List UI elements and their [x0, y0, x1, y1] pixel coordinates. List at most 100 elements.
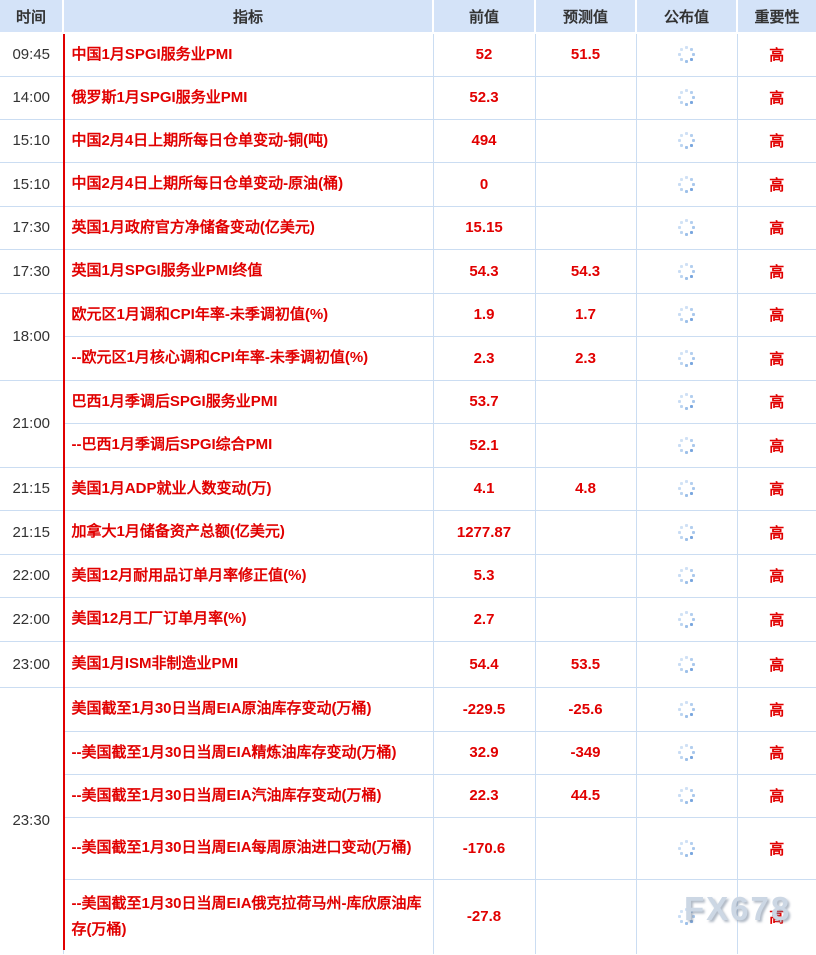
indicator-cell: --美国截至1月30日当周EIA精炼油库存变动(万桶): [63, 730, 434, 774]
table-row: 21:15 美国1月ADP就业人数变动(万) 4.1 4.8 高: [0, 466, 816, 510]
time-cell: 22:00: [0, 553, 64, 597]
published-value-cell: [636, 161, 738, 206]
importance-cell: 高: [737, 161, 816, 206]
importance-cell: 高: [737, 640, 816, 687]
previous-value-cell: 54.3: [433, 248, 536, 293]
forecast-value-cell: [535, 205, 637, 249]
loading-spinner-icon: [677, 566, 696, 585]
indicator-cell: --美国截至1月30日当周EIA俄克拉荷马州-库欣原油库存(万桶): [63, 878, 434, 954]
loading-spinner-icon: [677, 392, 696, 411]
importance-cell: 高: [737, 422, 816, 467]
time-cell: 23:30: [0, 686, 64, 954]
time-cell: 17:30: [0, 205, 64, 249]
importance-cell: 高: [737, 379, 816, 423]
table-row: --美国截至1月30日当周EIA每周原油进口变动(万桶) -170.6 高: [0, 816, 816, 879]
importance-cell: 高: [737, 75, 816, 119]
importance-cell: 高: [737, 509, 816, 554]
published-value-cell: [636, 248, 738, 293]
published-value-cell: [636, 773, 738, 817]
table-row: 22:00 美国12月工厂订单月率(%) 2.7 高: [0, 596, 816, 641]
loading-spinner-icon: [677, 262, 696, 281]
importance-cell: 高: [737, 32, 816, 76]
loading-spinner-icon: [677, 786, 696, 805]
loading-spinner-icon: [677, 523, 696, 542]
indicator-cell: --美国截至1月30日当周EIA每周原油进口变动(万桶): [63, 816, 434, 879]
published-value-cell: [636, 640, 738, 687]
previous-value-cell: 22.3: [433, 773, 536, 817]
previous-value-cell: 53.7: [433, 379, 536, 423]
loading-spinner-icon: [677, 45, 696, 64]
header-indicator: 指标: [63, 0, 434, 34]
loading-spinner-icon: [677, 610, 696, 629]
forecast-value-cell: [535, 816, 637, 879]
published-value-cell: [636, 205, 738, 249]
loading-spinner-icon: [677, 907, 696, 926]
indicator-cell: 美国12月耐用品订单月率修正值(%): [63, 553, 434, 597]
table-row: --巴西1月季调后SPGI综合PMI 52.1 高: [0, 422, 816, 467]
indicator-cell: 加拿大1月储备资产总额(亿美元): [63, 509, 434, 554]
table-row: --美国截至1月30日当周EIA汽油库存变动(万桶) 22.3 44.5 高: [0, 773, 816, 817]
table-row: 21:00 巴西1月季调后SPGI服务业PMI 53.7 高: [0, 379, 816, 467]
forecast-value-cell: 54.3: [535, 248, 637, 293]
loading-spinner-icon: [677, 700, 696, 719]
previous-value-cell: 494: [433, 118, 536, 162]
table-row: 15:10 中国2月4日上期所每日仓单变动-原油(桶) 0 高: [0, 161, 816, 206]
importance-cell: 高: [737, 773, 816, 817]
table-row: 14:00 俄罗斯1月SPGI服务业PMI 52.3 高: [0, 75, 816, 119]
indicator-cell: 中国2月4日上期所每日仓单变动-原油(桶): [63, 161, 434, 206]
table-row: --美国截至1月30日当周EIA精炼油库存变动(万桶) 32.9 -349 高: [0, 730, 816, 774]
importance-cell: 高: [737, 553, 816, 597]
indicator-cell: 中国2月4日上期所每日仓单变动-铜(吨): [63, 118, 434, 162]
previous-value-cell: 0: [433, 161, 536, 206]
time-cell: 21:15: [0, 509, 64, 554]
time-cell: 15:10: [0, 118, 64, 162]
header-previous: 前值: [433, 0, 536, 34]
importance-cell: 高: [737, 816, 816, 879]
loading-spinner-icon: [677, 655, 696, 674]
loading-spinner-icon: [677, 839, 696, 858]
published-value-cell: [636, 118, 738, 162]
forecast-value-cell: 51.5: [535, 32, 637, 76]
header-importance: 重要性: [737, 0, 816, 34]
previous-value-cell: 2.3: [433, 335, 536, 380]
published-value-cell: [636, 730, 738, 774]
time-cell: 14:00: [0, 75, 64, 119]
indicator-cell: 巴西1月季调后SPGI服务业PMI: [63, 379, 434, 423]
indicator-cell: 美国1月ISM非制造业PMI: [63, 640, 434, 687]
importance-cell: 高: [737, 118, 816, 162]
forecast-value-cell: [535, 509, 637, 554]
importance-cell: 高: [737, 686, 816, 731]
published-value-cell: [636, 816, 738, 879]
importance-cell: 高: [737, 596, 816, 641]
previous-value-cell: 52: [433, 32, 536, 76]
table-row: 09:45 中国1月SPGI服务业PMI 52 51.5 高: [0, 32, 816, 76]
loading-spinner-icon: [677, 479, 696, 498]
importance-cell: 高: [737, 730, 816, 774]
time-cell: 22:00: [0, 596, 64, 641]
forecast-value-cell: 44.5: [535, 773, 637, 817]
indicator-cell: --巴西1月季调后SPGI综合PMI: [63, 422, 434, 467]
table-row: 23:30 美国截至1月30日当周EIA原油库存变动(万桶) -229.5 -2…: [0, 686, 816, 954]
published-value-cell: [636, 878, 738, 954]
published-value-cell: [636, 292, 738, 336]
previous-value-cell: 52.3: [433, 75, 536, 119]
previous-value-cell: 1277.87: [433, 509, 536, 554]
forecast-value-cell: [535, 596, 637, 641]
table-row: --美国截至1月30日当周EIA俄克拉荷马州-库欣原油库存(万桶) -27.8 …: [0, 878, 816, 954]
previous-value-cell: 4.1: [433, 466, 536, 510]
importance-cell: 高: [737, 335, 816, 380]
forecast-value-cell: [535, 161, 637, 206]
indicator-cell: 欧元区1月调和CPI年率-未季调初值(%): [63, 292, 434, 336]
forecast-value-cell: [535, 379, 637, 423]
time-cell: 09:45: [0, 32, 64, 76]
previous-value-cell: 15.15: [433, 205, 536, 249]
time-cell: 21:00: [0, 379, 64, 467]
forecast-value-cell: [535, 878, 637, 954]
table-row: 17:30 英国1月SPGI服务业PMI终值 54.3 54.3 高: [0, 248, 816, 293]
indicator-cell: 美国1月ADP就业人数变动(万): [63, 466, 434, 510]
table-header: 时间 指标 前值 预测值 公布值 重要性: [0, 0, 816, 34]
published-value-cell: [636, 379, 738, 423]
table-row: 22:00 美国12月耐用品订单月率修正值(%) 5.3 高: [0, 553, 816, 597]
previous-value-cell: 2.7: [433, 596, 536, 641]
forecast-value-cell: -349: [535, 730, 637, 774]
